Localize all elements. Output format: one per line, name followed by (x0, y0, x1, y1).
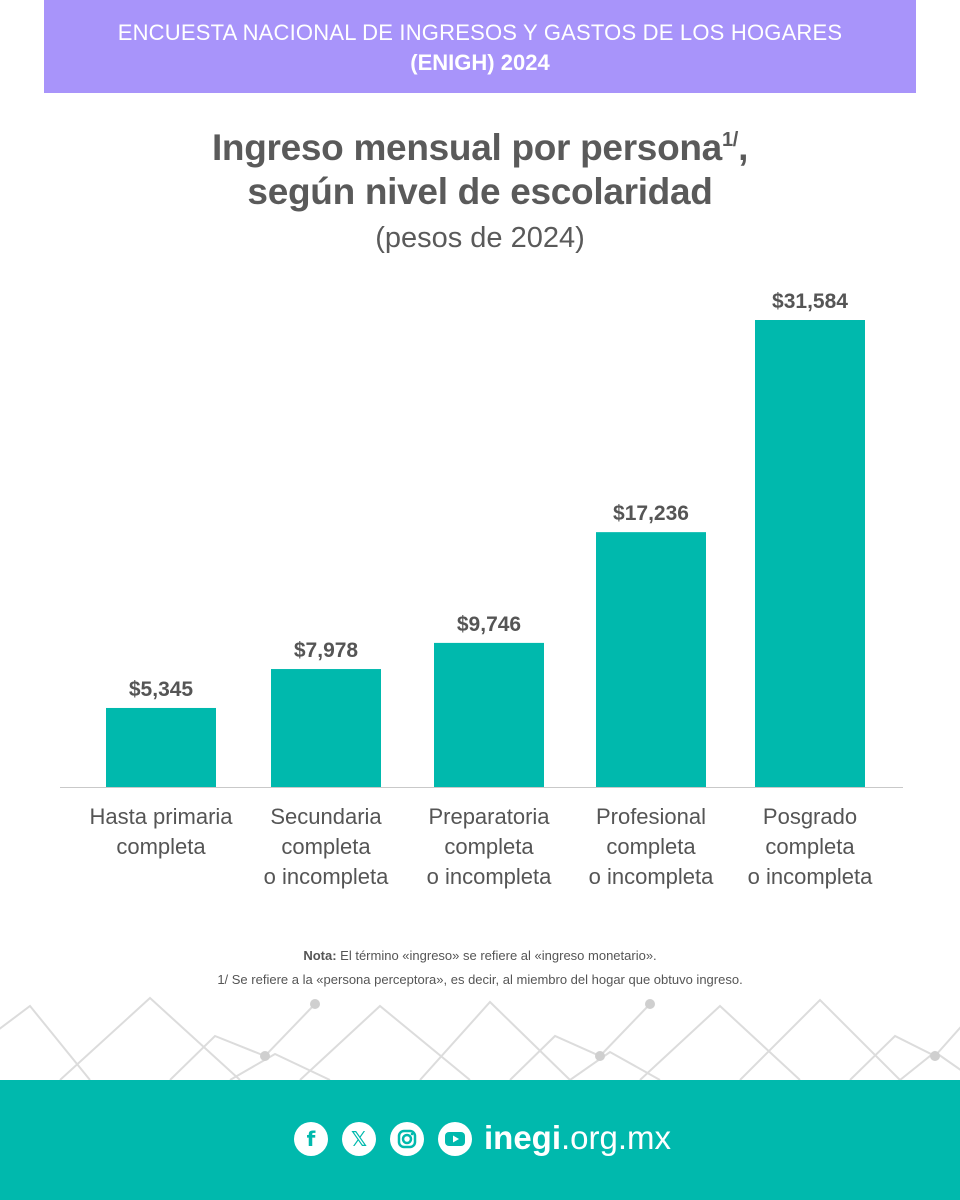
data-label-2: $7,978 (294, 639, 359, 662)
category-label-2: Secundaria completa o incompleta (263, 804, 389, 889)
data-label-5: $31,584 (772, 290, 848, 313)
chart-baseline (60, 787, 903, 788)
bar-2 (271, 669, 381, 787)
data-label-3: $9,746 (457, 613, 521, 636)
footer: f 𝕏 inegi.org.mx (0, 1080, 960, 1200)
header-banner: ENCUESTA NACIONAL DE INGRESOS Y GASTOS D… (44, 0, 916, 93)
category-label-1: Hasta primaria completa (89, 804, 233, 859)
decorative-line-pattern (0, 996, 960, 1080)
bar-5 (755, 320, 865, 787)
notes: Nota: El término «ingreso» se refiere al… (0, 944, 960, 992)
bar-chart: $5,345 $7,978 $9,746 $17,236 $31,584 (106, 290, 865, 787)
footnote-line: 1/ Se refiere a la «persona perceptora»,… (217, 972, 743, 987)
bar-1 (106, 707, 216, 787)
site-rest: .org.mx (561, 1119, 672, 1156)
x-icon[interactable]: 𝕏 (342, 1122, 376, 1156)
bar-4 (596, 532, 706, 787)
youtube-icon[interactable] (438, 1122, 472, 1156)
category-label-4: Profesional completa o incompleta (588, 804, 714, 889)
note-line: Nota: El término «ingreso» se refiere al… (0, 944, 960, 968)
chart-title-text: Ingreso mensual por persona (211, 127, 722, 168)
data-label-4: $17,236 (613, 502, 689, 525)
facebook-icon[interactable]: f (294, 1122, 328, 1156)
category-label-5: Posgrado completa o incompleta (747, 804, 873, 889)
website-link[interactable]: inegi.org.mx (484, 1118, 671, 1158)
note-label: Nota: (303, 948, 337, 963)
chart-title-block: Ingreso mensual por persona1/, según niv… (0, 118, 960, 258)
header-line2: (ENIGH) 2024 (410, 50, 550, 75)
site-bold: inegi (484, 1119, 562, 1156)
data-label-1: $5,345 (129, 678, 194, 701)
chart-subtitle: (pesos de 2024) (375, 222, 585, 254)
note-text: El término «ingreso» se refiere al «ingr… (336, 948, 657, 963)
chart-title-line2: según nivel de escolaridad (247, 171, 713, 212)
chart-title-line1: Ingreso mensual por persona1/, (0, 118, 960, 170)
title-footnote-mark: 1/ (721, 129, 739, 151)
instagram-icon[interactable] (390, 1122, 424, 1156)
header-line1: ENCUESTA NACIONAL DE INGRESOS Y GASTOS D… (117, 20, 843, 45)
category-label-3: Preparatoria completa o incompleta (426, 804, 552, 889)
bar-3 (434, 642, 544, 787)
title-comma: , (738, 127, 749, 168)
